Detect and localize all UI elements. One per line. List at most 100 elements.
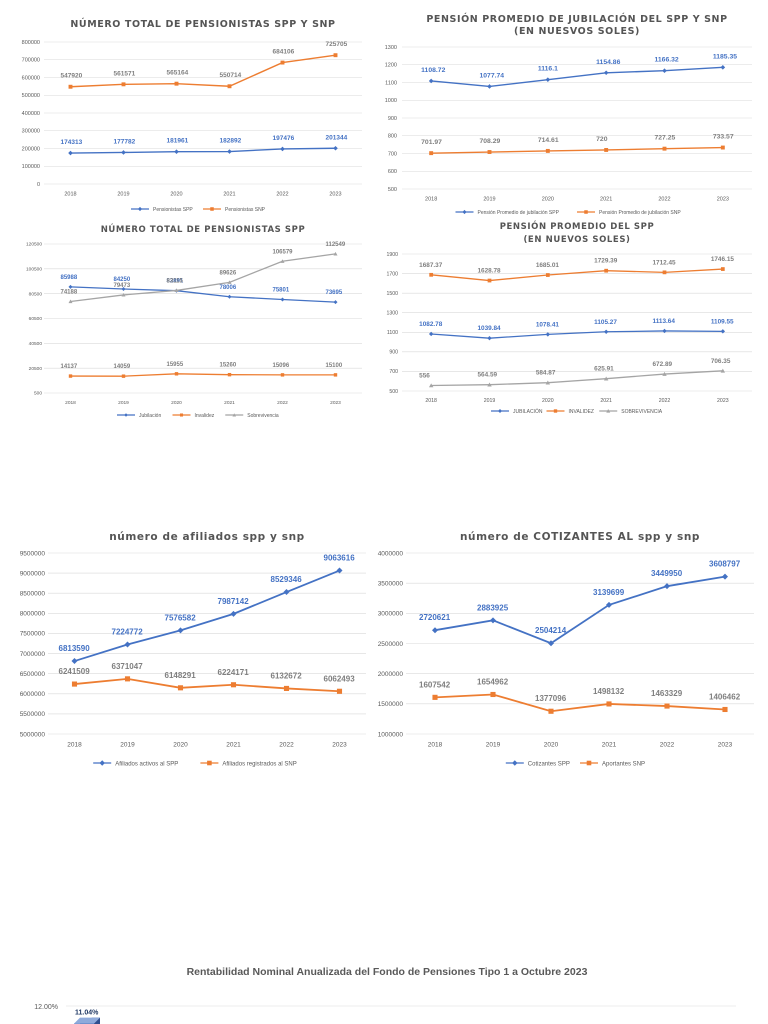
data-label: 9063616 bbox=[324, 554, 356, 563]
data-point bbox=[720, 267, 725, 271]
data-point bbox=[603, 329, 609, 334]
data-point bbox=[280, 146, 285, 152]
data-point bbox=[227, 280, 232, 284]
data-label: 1498132 bbox=[593, 687, 625, 696]
data-point bbox=[487, 84, 492, 89]
series-line-sobrevivencia bbox=[431, 370, 723, 387]
data-label: 1712.45 bbox=[653, 259, 677, 266]
data-point bbox=[121, 292, 126, 297]
data-point bbox=[174, 288, 179, 293]
x-tick-label: 2021 bbox=[600, 197, 612, 203]
data-label: 181961 bbox=[167, 138, 189, 145]
series-line-invalidez bbox=[70, 373, 336, 377]
y-tick-label: 20500 bbox=[29, 366, 43, 372]
x-tick-label: 2018 bbox=[64, 192, 76, 198]
data-point bbox=[121, 150, 126, 155]
y-tick-label: 1100 bbox=[387, 330, 398, 336]
data-point bbox=[545, 148, 550, 153]
data-label: 15955 bbox=[167, 362, 184, 368]
legend-label: Jubilación bbox=[139, 413, 161, 419]
data-point bbox=[280, 60, 285, 65]
legend-label: Afiliados registrados al SNP bbox=[222, 761, 296, 767]
data-label: 177782 bbox=[114, 138, 136, 145]
data-label: 1039.84 bbox=[478, 325, 502, 332]
data-label: 89626 bbox=[220, 270, 237, 276]
x-tick-label: 2022 bbox=[659, 398, 671, 404]
legend-label: Pensionistas SPP bbox=[153, 207, 193, 213]
data-label: 6371047 bbox=[112, 662, 144, 671]
y-tick-label: 1300 bbox=[385, 45, 397, 51]
data-label: 684106 bbox=[273, 49, 295, 56]
data-label: 2883925 bbox=[477, 603, 509, 612]
data-label: 564.59 bbox=[478, 372, 498, 379]
data-point bbox=[333, 251, 338, 256]
data-label: 1654962 bbox=[477, 677, 509, 686]
series-line-jubilaci-n bbox=[431, 330, 723, 339]
data-point bbox=[428, 331, 434, 337]
legend-label: Invalidez bbox=[195, 413, 215, 419]
data-point bbox=[662, 371, 667, 376]
data-point bbox=[606, 601, 612, 608]
data-label: 714.61 bbox=[538, 137, 559, 144]
data-label: 1116.1 bbox=[538, 66, 558, 73]
legend-marker bbox=[498, 409, 502, 413]
y-tick-label: 1100 bbox=[385, 80, 397, 86]
data-label: 197476 bbox=[273, 135, 295, 142]
data-point bbox=[68, 284, 73, 289]
chart-title: (EN NUEVOS SOLES) bbox=[523, 235, 630, 245]
data-label: 727.25 bbox=[655, 135, 676, 142]
x-tick-label: 2020 bbox=[170, 192, 182, 198]
y-tick-label: 1200 bbox=[385, 63, 397, 69]
y-tick-label: 500 bbox=[388, 187, 397, 193]
y-tick-label: 6500000 bbox=[20, 671, 46, 678]
y-tick-label: 800000 bbox=[22, 40, 40, 46]
y-tick-label: 40500 bbox=[29, 341, 43, 347]
line-chart-2: PENSIÓN PROMEDIO DE JUBILACIÓN DEL SPP Y… bbox=[385, 13, 752, 216]
legend-label: Cotizantes SPP bbox=[528, 761, 570, 767]
data-point bbox=[227, 84, 232, 89]
y-tick-label: 700 bbox=[389, 369, 398, 375]
data-label: 708.29 bbox=[480, 138, 501, 145]
data-label: 82891 bbox=[167, 279, 184, 285]
line-chart-6: número de COTIZANTES AL spp y snp 1000000… bbox=[378, 531, 754, 767]
data-point bbox=[432, 627, 438, 634]
data-label: 6813590 bbox=[59, 644, 91, 653]
y-tick-label: 500000 bbox=[22, 93, 40, 99]
legend-marker bbox=[606, 409, 611, 413]
data-point bbox=[662, 68, 667, 74]
x-tick-label: 2022 bbox=[279, 742, 294, 749]
data-point bbox=[283, 685, 290, 691]
data-label: 701.97 bbox=[421, 139, 442, 146]
data-point bbox=[606, 701, 612, 707]
data-point bbox=[432, 694, 438, 700]
x-tick-label: 2021 bbox=[600, 398, 612, 404]
data-point bbox=[333, 53, 338, 58]
legend-marker bbox=[586, 760, 592, 766]
data-point bbox=[428, 78, 434, 84]
data-point bbox=[429, 151, 434, 156]
data-label: 1628.78 bbox=[478, 268, 502, 275]
series-line-cotizantes-spp bbox=[434, 575, 726, 645]
y-tick-label: 0 bbox=[37, 182, 40, 188]
y-tick-label: 120500 bbox=[26, 242, 42, 248]
x-tick-label: 2018 bbox=[425, 398, 437, 404]
data-label: 1463329 bbox=[651, 689, 683, 698]
y-tick-label: 4000000 bbox=[378, 550, 404, 557]
series-line-afiliados-activos-al-spp bbox=[74, 569, 340, 662]
legend-marker bbox=[462, 209, 467, 215]
x-tick-label: 2023 bbox=[717, 197, 729, 203]
data-label: 3449950 bbox=[651, 569, 683, 578]
data-label: 1406462 bbox=[709, 692, 741, 701]
data-label: 556 bbox=[419, 373, 430, 380]
data-label: 15096 bbox=[273, 363, 290, 369]
y-tick-label: 500 bbox=[389, 389, 398, 395]
legend-marker bbox=[179, 413, 184, 417]
data-point bbox=[333, 373, 338, 377]
data-label: 1154.86 bbox=[596, 59, 620, 66]
legend-marker bbox=[210, 207, 214, 211]
legend-label: Sobrevivencia bbox=[247, 413, 279, 419]
data-label: 2504214 bbox=[535, 626, 567, 635]
y-tick-label: 600000 bbox=[22, 75, 40, 81]
data-point bbox=[333, 145, 338, 151]
data-point bbox=[230, 682, 237, 688]
